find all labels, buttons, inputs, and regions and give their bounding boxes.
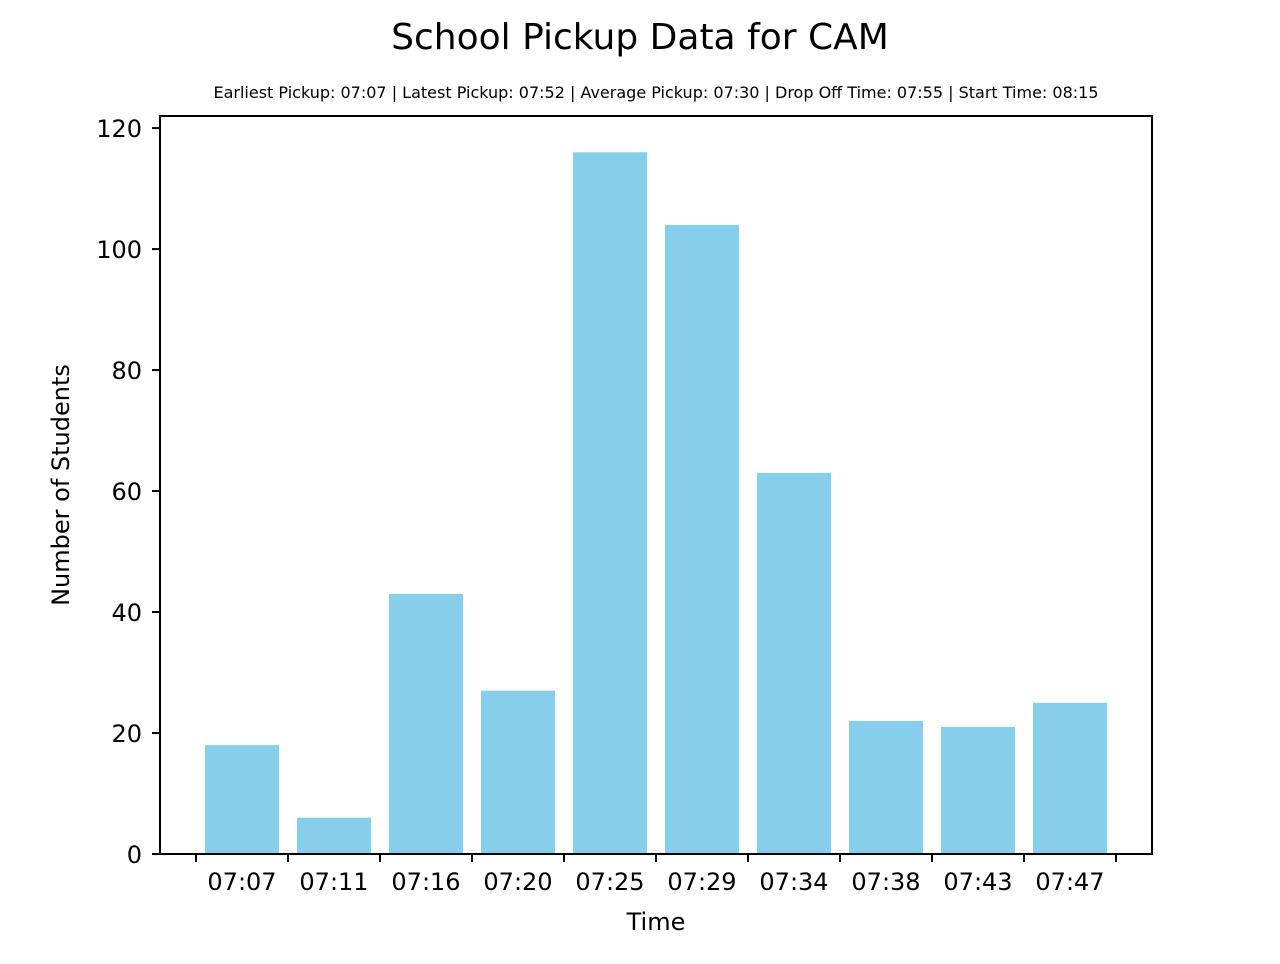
y-tick-label: 40: [111, 599, 142, 627]
bar-07-25: [573, 152, 647, 855]
y-tick-label: 100: [96, 236, 142, 264]
y-tick-label: 80: [111, 357, 142, 385]
bar-07-11: [297, 817, 371, 854]
y-tick-label: 0: [127, 841, 142, 869]
bar-07-43: [941, 726, 1015, 854]
bar-07-34: [757, 472, 831, 854]
x-tick-label: 07:20: [483, 868, 552, 896]
y-axis-ticks: 0 20 40 60 80 100 120: [96, 115, 160, 869]
y-tick-label: 60: [111, 478, 142, 506]
bar-07-07: [205, 745, 279, 854]
x-tick-label: 07:34: [759, 868, 828, 896]
x-tick-label: 07:47: [1035, 868, 1104, 896]
chart-title: School Pickup Data for CAM: [391, 17, 889, 58]
bars-group: [205, 152, 1107, 855]
chart-subtitle: Earliest Pickup: 07:07 | Latest Pickup: …: [213, 83, 1098, 102]
bar-07-29: [665, 224, 739, 854]
x-axis-ticks: 07:07 07:11 07:16 07:20 07:25 07:29 07:34 07:38…: [195, 854, 1117, 896]
bar-07-47: [1033, 702, 1107, 854]
x-tick-label: 07:43: [943, 868, 1012, 896]
y-tick-label: 120: [96, 115, 142, 143]
bar-07-20: [481, 690, 555, 854]
x-tick-label: 07:29: [667, 868, 736, 896]
y-axis-label: Number of Students: [47, 364, 75, 606]
bar-07-16: [389, 593, 463, 854]
x-tick-label: 07:16: [391, 868, 460, 896]
x-tick-label: 07:07: [207, 868, 276, 896]
plot-frame: [159, 115, 1153, 855]
x-tick-label: 07:25: [575, 868, 644, 896]
bar-07-38: [849, 720, 923, 854]
x-tick-label: 07:38: [851, 868, 920, 896]
y-tick-label: 20: [111, 720, 142, 748]
x-tick-label: 07:11: [299, 868, 368, 896]
x-axis-label: Time: [626, 908, 686, 936]
